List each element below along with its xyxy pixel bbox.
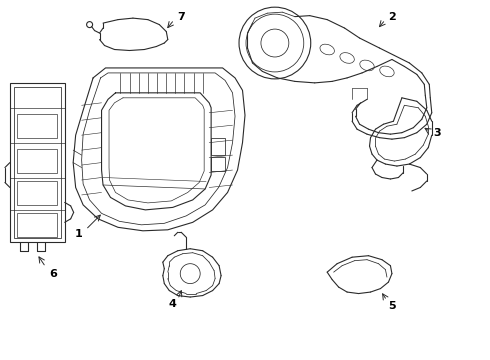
Text: 5: 5 [388,301,396,311]
Bar [17,114,57,138]
Text: 6: 6 [49,269,57,279]
Text: 1: 1 [74,229,82,239]
Bar [17,213,57,237]
Text: 4: 4 [169,298,177,309]
Bar [14,87,61,238]
Bar [211,138,225,155]
Bar [211,157,225,171]
Text: 7: 7 [177,12,185,22]
Bar [17,181,57,205]
Bar [17,149,57,172]
Text: 2: 2 [388,12,396,22]
Bar [10,83,65,242]
Text: 3: 3 [433,128,441,138]
